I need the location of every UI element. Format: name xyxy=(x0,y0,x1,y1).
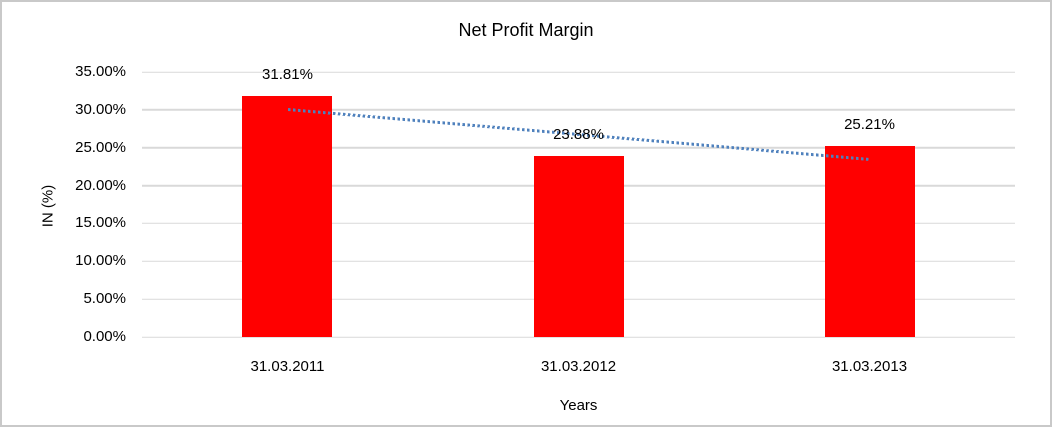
y-tick-label: 20.00% xyxy=(75,176,126,194)
bar-data-label: 31.81% xyxy=(262,66,313,84)
bar-data-label: 25.21% xyxy=(844,116,895,134)
x-category-label: 31.03.2013 xyxy=(831,358,908,375)
gridline xyxy=(142,146,1015,149)
gridline xyxy=(142,336,1015,338)
plot-area: 31.81% 23.88% 25.21% xyxy=(142,66,1015,338)
bar xyxy=(824,146,915,337)
chart-title: Net Profit Margin xyxy=(458,20,594,40)
x-category-label: 31.03.2011 xyxy=(250,358,325,375)
x-category-label: 31.03.2012 xyxy=(540,358,617,375)
y-tick-label: 30.00% xyxy=(75,100,126,118)
bar-data-label: 23.88% xyxy=(553,126,604,144)
y-tick-label: 15.00% xyxy=(75,214,126,232)
x-axis-category-labels: 31.03.2011 31.03.2012 31.03.2013 xyxy=(142,358,1015,378)
bar xyxy=(242,96,333,337)
y-tick-label: 5.00% xyxy=(83,290,126,308)
y-tick-label: 25.00% xyxy=(75,138,126,156)
y-axis-ticks: 0.00% 5.00% 10.00% 15.00% 20.00% 25.00% 30.00%… xyxy=(2,63,126,345)
y-tick-label: 0.00% xyxy=(83,328,126,345)
y-tick-label: 35.00% xyxy=(75,63,126,80)
bar xyxy=(533,156,624,337)
x-axis-title: Years xyxy=(559,397,598,414)
gridline xyxy=(142,109,1015,111)
y-tick-label: 10.00% xyxy=(75,252,126,270)
gridline xyxy=(142,71,1015,73)
